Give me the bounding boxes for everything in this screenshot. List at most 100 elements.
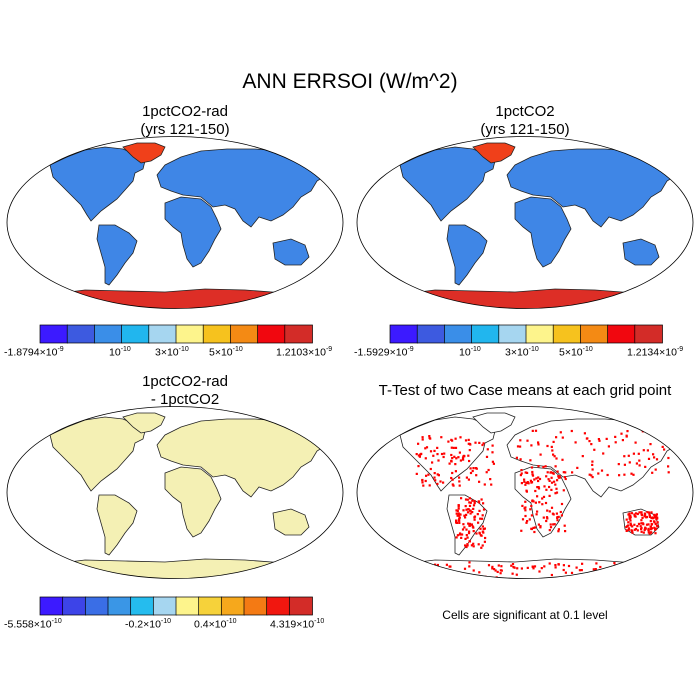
map4-sig-cell (482, 502, 485, 505)
map4-sig-cell (471, 511, 474, 514)
map4-sig-cell (605, 437, 608, 440)
colorbar-2 (389, 324, 663, 344)
map4-sig-cell (524, 509, 527, 512)
map4-sig-cell (456, 509, 459, 512)
map4-sig-cell (557, 528, 560, 531)
map4-sig-cell (541, 503, 544, 506)
map4-sig-cell (397, 564, 400, 567)
map4-sig-cell (466, 511, 470, 514)
map2-land-antarctica (384, 288, 677, 309)
map4-sig-cell (632, 473, 635, 476)
map4-sig-cell (546, 509, 549, 512)
map4-sig-cell (525, 521, 528, 524)
map4-sig-cell (436, 563, 439, 567)
map4-sig-cell (564, 477, 567, 481)
map4-sig-cell (552, 440, 555, 443)
map4-sig-cell (472, 526, 475, 529)
map4-sig-cell (640, 513, 643, 516)
map4-sig-cell (437, 571, 441, 574)
map4-sig-cell (627, 454, 630, 457)
map4-sig-cell (479, 517, 482, 520)
map4-sig-cell (395, 574, 398, 577)
map4-sig-cell (648, 513, 651, 516)
map2-land-eurasia (506, 148, 678, 228)
map4-sig-cell (413, 571, 416, 574)
map4-sig-cell (478, 501, 481, 504)
map4-sig-cell (562, 568, 565, 572)
map4-sig-cell (625, 434, 628, 437)
map4-sig-cell (581, 455, 584, 458)
map4-sig-cell (523, 480, 526, 483)
map4-sig-cell (464, 537, 467, 540)
map4-sig-cell (640, 530, 643, 533)
map4-sig-cell (670, 437, 674, 440)
map4-sig-cell (481, 517, 484, 520)
map4-sig-cell (636, 529, 639, 532)
map4-sig-cell (439, 480, 442, 483)
map4-sig-cell (519, 458, 522, 461)
map4-sig-cell (417, 465, 420, 468)
map4-sig-cell (620, 432, 623, 435)
map4-sig-cell (480, 498, 483, 501)
map4-sig-cell (455, 509, 458, 512)
cb2-swatch-4 (498, 324, 527, 344)
map4-sig-cell (476, 513, 479, 516)
map4-sig-cell (468, 497, 471, 500)
map4-sig-cell (436, 453, 439, 456)
map4-sig-cell (560, 514, 563, 517)
map4-sig-cell (550, 471, 553, 474)
map4-sig-cell (570, 571, 574, 574)
map4-sig-cell (655, 513, 658, 516)
map4-sig-cell (554, 566, 557, 569)
map4-sig-cell (542, 495, 546, 498)
map4-sig-cell (652, 517, 655, 520)
map4-sig-cell (549, 523, 552, 526)
map4-sig-cell (669, 571, 672, 574)
map4-sig-cell (655, 518, 658, 521)
map4-sig-cell (541, 497, 544, 500)
map4-sig-cell (434, 563, 437, 566)
map4-sig-cell (458, 516, 461, 519)
map4-sig-cell (529, 508, 532, 511)
map4-sig-cell (650, 561, 653, 564)
map4-sig-cell (621, 439, 624, 442)
map4-sig-cell (673, 429, 676, 432)
map4-sig-cell (492, 462, 495, 465)
map4-sig-cell (475, 532, 478, 535)
map4-sig-cell (599, 565, 602, 569)
map4-sig-cell (424, 457, 427, 460)
map4-sig-cell (625, 518, 628, 521)
map4-sig-cell (468, 565, 471, 568)
map4-sig-cell (520, 469, 523, 472)
map4-sig-cell (454, 470, 457, 473)
map4-sig-cell (524, 471, 527, 474)
cb3-swatch-9 (243, 596, 268, 616)
map4-sig-cell (646, 511, 649, 514)
figure-title: ANN ERRSOI (W/m^2) (242, 70, 458, 93)
map4-sig-cell (402, 568, 405, 571)
map4-sig-cell (428, 436, 431, 440)
map4-sig-cell (656, 561, 659, 564)
map4-sig-cell (428, 435, 431, 438)
map4-sig-cell (636, 512, 639, 516)
map4-sig-cell (544, 501, 548, 505)
map4-sig-cell (651, 471, 654, 474)
map4-sig-cell (460, 497, 463, 500)
map4-sig-cell (458, 476, 461, 479)
panel2-title-line2: (yrs 121-150) (480, 121, 570, 138)
map4-sig-cell (515, 456, 518, 459)
map4-sig-cell (468, 504, 472, 507)
map4-sig-cell (468, 509, 472, 512)
panel1-title-line1: 1pctCO2-rad (142, 103, 228, 120)
cb3-swatch-7 (198, 596, 223, 616)
map4-sig-cell (638, 464, 641, 467)
map4-sig-cell (550, 481, 554, 484)
map4-sig-cell (436, 482, 439, 485)
map4-sig-cell (447, 575, 450, 579)
map4-sig-cell (559, 431, 562, 434)
map4-sig-cell (556, 479, 559, 482)
map4-sig-cell (564, 571, 567, 574)
map4-sig-cell (425, 446, 429, 449)
map4-sig-cell (455, 512, 458, 515)
map4-sig-cell (542, 516, 545, 519)
